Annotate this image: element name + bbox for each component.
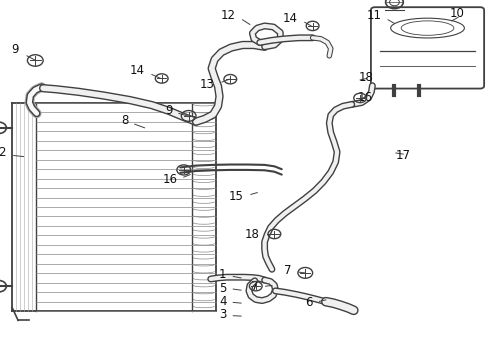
Text: 15: 15 <box>229 190 244 203</box>
Text: 7: 7 <box>284 264 292 277</box>
Text: 1: 1 <box>219 268 226 281</box>
Text: 9: 9 <box>165 104 172 117</box>
Text: 12: 12 <box>220 9 235 22</box>
Text: 7: 7 <box>251 280 259 293</box>
Text: 11: 11 <box>366 9 381 22</box>
Text: 13: 13 <box>200 78 215 91</box>
Text: 8: 8 <box>121 114 128 127</box>
Text: 14: 14 <box>283 12 298 25</box>
Text: 18: 18 <box>245 228 260 240</box>
Text: 10: 10 <box>450 7 465 20</box>
Text: 5: 5 <box>219 282 226 294</box>
Text: 4: 4 <box>219 295 226 308</box>
Text: 16: 16 <box>357 91 372 104</box>
Text: 14: 14 <box>129 64 145 77</box>
Text: 3: 3 <box>219 309 226 321</box>
Text: 6: 6 <box>305 296 313 309</box>
Text: 9: 9 <box>11 43 19 56</box>
Text: 17: 17 <box>395 149 411 162</box>
Text: 2: 2 <box>0 147 6 159</box>
Text: 16: 16 <box>162 173 177 186</box>
Text: 18: 18 <box>359 71 373 84</box>
